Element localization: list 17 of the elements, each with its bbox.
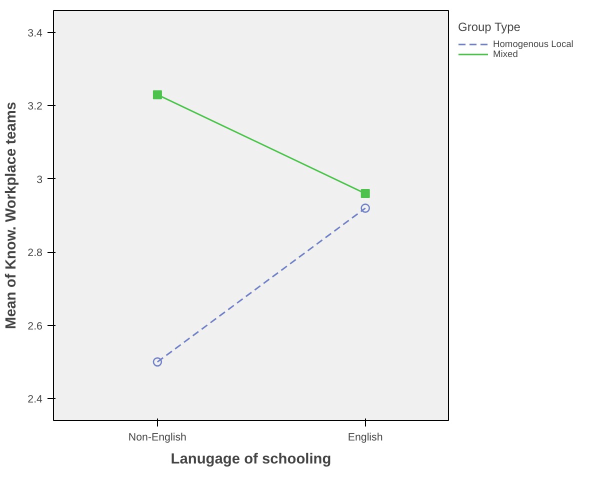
legend-label: Homogenous Local — [493, 39, 574, 49]
point — [152, 90, 162, 100]
point — [360, 189, 370, 198]
y-tick-label: 3.2 — [28, 100, 43, 113]
y-tick-label: 2.8 — [28, 247, 43, 260]
point — [360, 204, 370, 213]
y-tick-label: 2.6 — [28, 320, 43, 332]
y-tick-label: 3.4 — [28, 27, 43, 40]
legend-label: Mixed — [493, 49, 518, 59]
x-tick-label: Non-English — [128, 432, 187, 444]
legend-title: Group Type — [458, 20, 522, 34]
x-axis-title: Lanugage of schooling — [170, 452, 332, 468]
y-tick-label: 2.4 — [28, 394, 43, 406]
point — [152, 357, 162, 367]
y-tick-label: 3 — [36, 174, 43, 186]
x-tick-label: English — [348, 432, 383, 444]
y-axis-title: Mean of Know. Workplace teams — [4, 102, 20, 330]
